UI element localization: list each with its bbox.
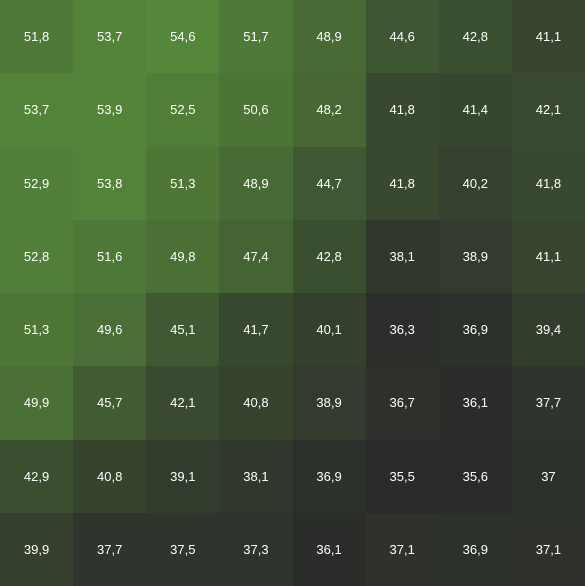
- heatmap-cell: 42,8: [292, 219, 366, 293]
- heatmap-cell: 53,8: [73, 146, 147, 220]
- heatmap-cell: 36,9: [292, 439, 366, 513]
- heatmap-cell: 51,3: [0, 293, 74, 367]
- heatmap-cell: 42,9: [0, 439, 74, 513]
- heatmap-cell: 42,8: [438, 0, 512, 74]
- heatmap-cell: 40,2: [438, 146, 512, 220]
- heatmap-cell: 48,2: [292, 73, 366, 147]
- heatmap-cell: 38,1: [365, 219, 439, 293]
- heatmap-cell: 37,1: [365, 512, 439, 586]
- heatmap-cell: 48,9: [219, 146, 293, 220]
- heatmap-cell: 37,7: [511, 366, 585, 440]
- heatmap-cell: 44,6: [365, 0, 439, 74]
- heatmap-cell: 35,5: [365, 439, 439, 513]
- heatmap-cell: 47,4: [219, 219, 293, 293]
- heatmap-cell: 40,8: [219, 366, 293, 440]
- heatmap-cell: 49,6: [73, 293, 147, 367]
- heatmap-cell: 37,1: [511, 512, 585, 586]
- heatmap-cell: 39,9: [0, 512, 74, 586]
- heatmap-cell: 36,9: [438, 293, 512, 367]
- heatmap-cell: 51,3: [146, 146, 220, 220]
- heatmap-cell: 45,1: [146, 293, 220, 367]
- heatmap-cell: 44,7: [292, 146, 366, 220]
- heatmap-cell: 45,7: [73, 366, 147, 440]
- heatmap-cell: 42,1: [146, 366, 220, 440]
- heatmap-cell: 42,1: [511, 73, 585, 147]
- heatmap-cell: 38,9: [438, 219, 512, 293]
- heatmap-cell: 51,6: [73, 219, 147, 293]
- heatmap-cell: 52,5: [146, 73, 220, 147]
- heatmap-cell: 37,5: [146, 512, 220, 586]
- heatmap-cell: 51,8: [0, 0, 74, 74]
- heatmap-cell: 41,1: [511, 219, 585, 293]
- heatmap-cell: 41,8: [365, 73, 439, 147]
- heatmap-cell: 41,8: [365, 146, 439, 220]
- heatmap-cell: 38,1: [219, 439, 293, 513]
- heatmap-cell: 49,8: [146, 219, 220, 293]
- heatmap-cell: 41,8: [511, 146, 585, 220]
- heatmap-cell: 54,6: [146, 0, 220, 74]
- heatmap-cell: 40,1: [292, 293, 366, 367]
- heatmap-cell: 36,3: [365, 293, 439, 367]
- heatmap-cell: 52,9: [0, 146, 74, 220]
- heatmap-cell: 36,1: [438, 366, 512, 440]
- heatmap-cell: 36,7: [365, 366, 439, 440]
- heatmap-cell: 50,6: [219, 73, 293, 147]
- heatmap-cell: 37: [511, 439, 585, 513]
- heatmap-cell: 35,6: [438, 439, 512, 513]
- heatmap-cell: 49,9: [0, 366, 74, 440]
- heatmap-cell: 37,3: [219, 512, 293, 586]
- heatmap-cell: 37,7: [73, 512, 147, 586]
- heatmap-cell: 38,9: [292, 366, 366, 440]
- heatmap-cell: 53,7: [73, 0, 147, 74]
- heatmap-cell: 52,8: [0, 219, 74, 293]
- heatmap-cell: 40,8: [73, 439, 147, 513]
- heatmap-cell: 39,1: [146, 439, 220, 513]
- heatmap-cell: 41,1: [511, 0, 585, 74]
- heatmap-cell: 41,7: [219, 293, 293, 367]
- heatmap-cell: 36,9: [438, 512, 512, 586]
- heatmap-cell: 48,9: [292, 0, 366, 74]
- heatmap-cell: 53,9: [73, 73, 147, 147]
- heatmap-cell: 41,4: [438, 73, 512, 147]
- heatmap-cell: 51,7: [219, 0, 293, 74]
- heatmap-cell: 36,1: [292, 512, 366, 586]
- heatmap-cell: 39,4: [511, 293, 585, 367]
- heatmap-cell: 53,7: [0, 73, 74, 147]
